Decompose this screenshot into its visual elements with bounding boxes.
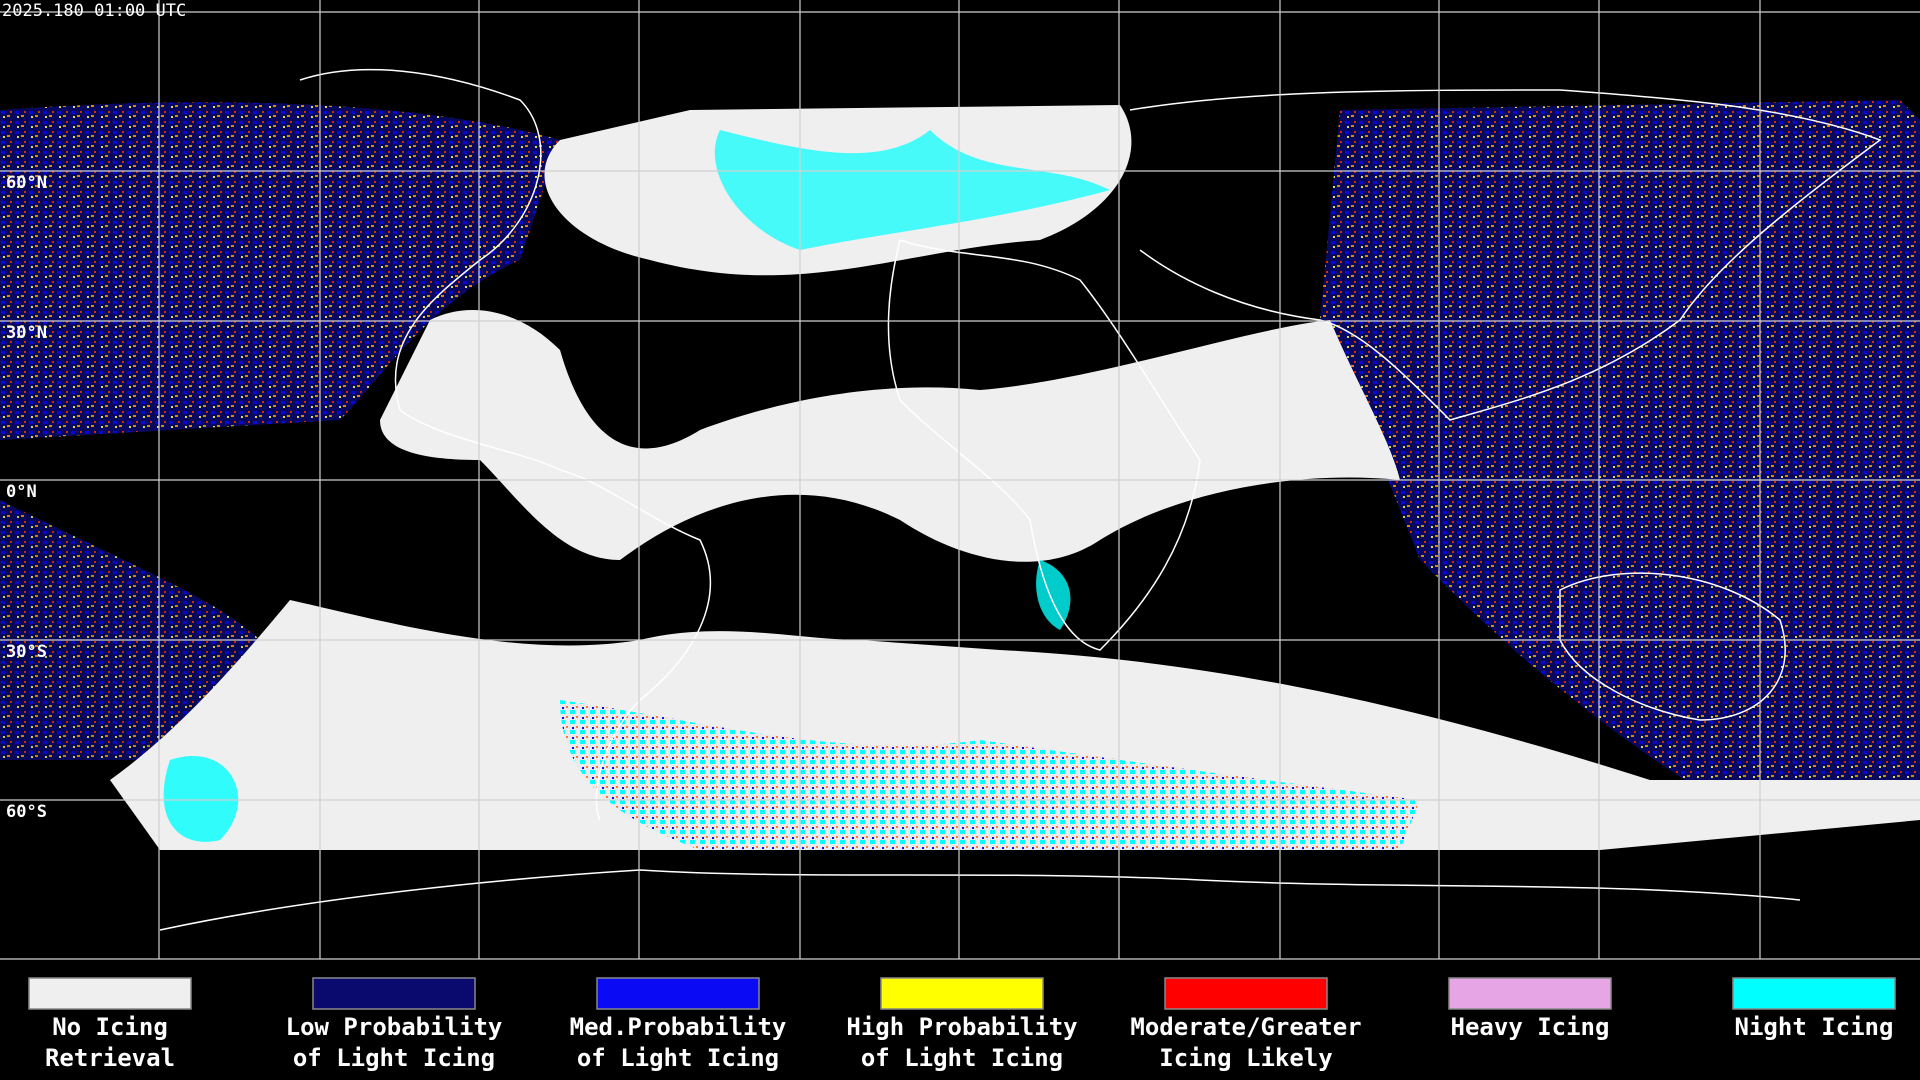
legend-label: Icing Likely: [1159, 1044, 1332, 1072]
legend-label: of Light Icing: [861, 1044, 1063, 1072]
legend-label: Heavy Icing: [1451, 1013, 1610, 1041]
coast-eurasia: [1129, 89, 1882, 421]
legend-swatch: [1732, 977, 1896, 1010]
night-icing-south-west: [163, 756, 239, 842]
legend-label: of Light Icing: [293, 1044, 495, 1072]
legend-label: Retrieval: [45, 1044, 175, 1072]
legend-label: No Icing: [52, 1013, 168, 1041]
coast-antarctica: [159, 869, 1801, 931]
legend-swatch: [1164, 977, 1328, 1010]
legend-label: High Probability: [846, 1013, 1077, 1041]
coast-australia: [1559, 572, 1786, 721]
night-icing-north: [714, 130, 1110, 250]
legend-label: Moderate/Greater: [1130, 1013, 1361, 1041]
legend-swatch: [596, 977, 760, 1010]
legend-swatch: [28, 977, 192, 1010]
night-icing-africa: [1036, 560, 1071, 630]
icing-region-asia: [1320, 100, 1920, 800]
latitude-label: 30°S: [6, 642, 47, 662]
legend: No Icing Retrieval Low Probability of Light…: [28, 977, 1896, 1072]
legend-label: Low Probability: [286, 1013, 503, 1041]
latitude-label: 60°S: [6, 802, 47, 822]
legend-label: of Light Icing: [577, 1044, 779, 1072]
latitude-label: 60°N: [6, 173, 47, 193]
legend-label: Night Icing: [1735, 1013, 1894, 1041]
legend-swatch: [880, 977, 1044, 1010]
latitude-labels: 60°N 30°N 0°N 30°S 60°S: [6, 173, 47, 822]
icing-region-south-pacific: [0, 500, 260, 760]
mixed-southern-ocean: [560, 700, 1420, 850]
coastlines: [159, 68, 1882, 931]
coast-americas: [299, 68, 711, 821]
timestamp: 2025.180 01:00 UTC: [2, 1, 186, 21]
graticule: [0, 0, 1920, 960]
icing-region-pacific-north: [0, 102, 560, 440]
legend-swatch: [312, 977, 476, 1010]
no-icing-southern-ocean: [110, 600, 1920, 850]
legend-label: Med.Probability: [570, 1013, 787, 1041]
latitude-label: 30°N: [6, 323, 47, 343]
legend-swatch: [1448, 977, 1612, 1010]
latitude-label: 0°N: [6, 482, 37, 502]
